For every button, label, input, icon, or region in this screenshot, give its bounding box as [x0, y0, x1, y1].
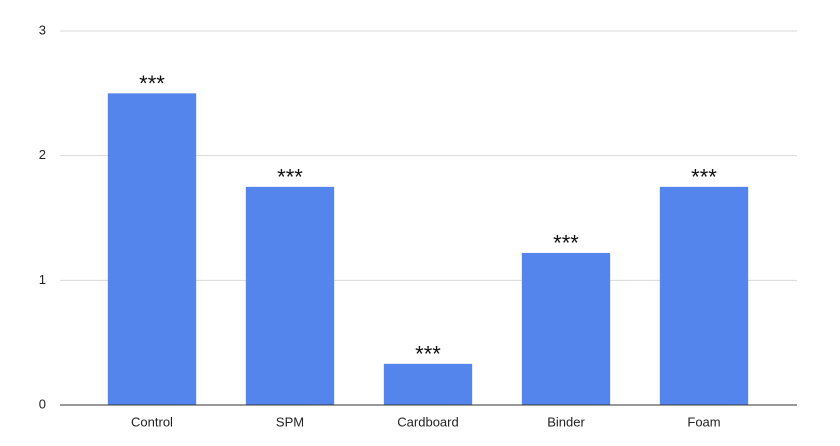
x-tick-label: Binder [547, 414, 585, 429]
bar [383, 363, 473, 405]
bar [521, 252, 611, 405]
x-tick-label: SPM [276, 414, 304, 429]
x-tick-label: Cardboard [397, 414, 458, 429]
annotation: *** [415, 342, 441, 367]
y-tick-label: 2 [39, 147, 46, 162]
x-tick-label: Control [131, 414, 173, 429]
y-tick-label: 3 [39, 22, 46, 37]
bar [245, 186, 335, 405]
annotation: *** [277, 165, 303, 190]
annotation: *** [553, 231, 579, 256]
x-tick-label: Foam [687, 414, 720, 429]
annotation: *** [691, 165, 717, 190]
y-tick-label: 0 [39, 396, 46, 411]
annotation: *** [139, 71, 165, 96]
bar [107, 93, 197, 405]
bar [659, 186, 749, 405]
y-tick-label: 1 [39, 272, 46, 287]
